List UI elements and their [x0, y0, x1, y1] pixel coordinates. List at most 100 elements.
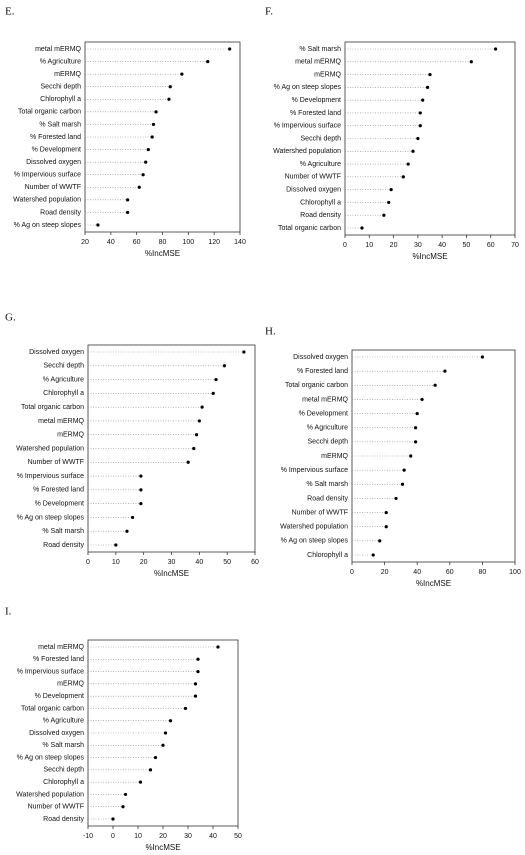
category-label: % Forested land: [33, 656, 84, 663]
x-tick-label: 0: [111, 833, 115, 840]
dot: [139, 474, 143, 478]
category-label: Chlorophyll a: [43, 390, 84, 397]
dot: [409, 454, 413, 458]
category-label: % Agriculture: [43, 376, 84, 383]
category-label: % Salt marsh: [42, 528, 84, 535]
dot: [148, 768, 153, 772]
category-label: Dissolved oxygen: [26, 159, 81, 166]
category-label: Total organic carbon: [21, 705, 84, 712]
dot: [139, 502, 143, 506]
x-tick-label: 50: [234, 833, 242, 840]
category-label: % Agriculture: [307, 425, 348, 432]
dot: [161, 743, 165, 747]
x-tick-label: 100: [182, 239, 194, 246]
category-label: % Salt marsh: [39, 121, 81, 128]
category-label: mERMQ: [314, 71, 341, 78]
category-label: % Impervious surface: [14, 172, 81, 179]
panel-label: E.: [5, 6, 15, 18]
category-label: Number of WWTF: [285, 174, 341, 181]
dot: [153, 755, 158, 760]
category-label: metal mERMQ: [295, 59, 341, 66]
category-label: % Forested land: [290, 110, 341, 117]
category-label: % Development: [32, 146, 81, 153]
category-label: Watershed population: [16, 445, 84, 452]
category-label: metal mERMQ: [35, 46, 81, 53]
x-axis-title: %IncMSE: [412, 252, 447, 261]
dot: [425, 85, 430, 89]
category-label: Watershed population: [13, 197, 81, 204]
x-tick-label: 40: [413, 569, 421, 576]
dot: [196, 657, 200, 661]
category-label: % Agriculture: [300, 161, 341, 168]
dot: [141, 173, 145, 177]
dot: [406, 162, 410, 166]
dot: [180, 72, 184, 76]
category-label: Number of WWTF: [25, 184, 81, 191]
dot: [126, 210, 130, 215]
category-label: Watershed population: [16, 791, 84, 798]
dot: [400, 482, 405, 486]
dot: [469, 60, 473, 64]
dot: [183, 706, 188, 711]
dot: [154, 110, 158, 114]
x-tick-label: -10: [83, 833, 93, 840]
dot: [150, 135, 154, 139]
dot: [146, 147, 150, 152]
dot: [360, 226, 364, 230]
dot: [137, 185, 141, 189]
dot: [416, 136, 420, 141]
x-tick-label: 10: [134, 833, 142, 840]
dot: [167, 97, 171, 101]
category-label: % Salt marsh: [42, 742, 84, 749]
dot: [228, 47, 232, 51]
category-label: % Impervious surface: [17, 668, 84, 675]
x-tick-label: 80: [479, 569, 487, 576]
x-tick-label: 10: [112, 559, 120, 566]
category-label: % Development: [35, 500, 84, 507]
category-label: Number of WWTF: [292, 509, 348, 516]
dot: [480, 355, 484, 359]
x-tick-label: 100: [509, 569, 521, 576]
x-tick-label: 50: [223, 559, 231, 566]
dot: [196, 669, 200, 674]
category-label: % Forested land: [33, 487, 84, 494]
category-label: Dissolved oxygen: [286, 186, 341, 193]
dot: [433, 383, 437, 387]
x-tick-label: 60: [251, 559, 259, 566]
dot: [211, 391, 215, 395]
panel-label: H.: [265, 326, 276, 338]
category-label: % Salt marsh: [299, 46, 341, 53]
dot: [125, 529, 129, 533]
x-tick-label: 30: [168, 559, 176, 566]
dot: [222, 364, 226, 368]
category-label: Total organic carbon: [278, 225, 341, 232]
category-label: Road density: [43, 542, 84, 549]
category-label: Road density: [43, 816, 84, 823]
category-label: % Forested land: [30, 134, 81, 141]
category-label: mERMQ: [57, 681, 84, 688]
category-label: Total organic carbon: [18, 109, 81, 116]
category-label: Watershed population: [280, 524, 348, 531]
category-label: mERMQ: [57, 432, 84, 439]
category-label: % Forested land: [297, 368, 348, 375]
category-label: mERMQ: [321, 453, 348, 460]
category-label: Road density: [300, 212, 341, 219]
category-label: % Impervious surface: [281, 467, 348, 474]
dot: [421, 98, 425, 102]
category-label: Secchi depth: [44, 767, 85, 774]
category-label: % Salt marsh: [306, 481, 348, 488]
dot: [151, 122, 156, 127]
dot: [214, 377, 218, 382]
dot: [382, 213, 386, 217]
dot: [130, 515, 135, 520]
dot: [387, 200, 391, 205]
x-tick-label: 50: [463, 242, 471, 249]
panel-label: G.: [5, 312, 16, 324]
x-axis-title: %IncMSE: [145, 843, 180, 852]
dot: [206, 59, 210, 64]
category-label: Chlorophyll a: [307, 552, 348, 559]
x-tick-label: 20: [140, 559, 148, 566]
dot: [121, 805, 125, 809]
dot: [193, 682, 198, 686]
x-tick-label: 40: [107, 239, 115, 246]
